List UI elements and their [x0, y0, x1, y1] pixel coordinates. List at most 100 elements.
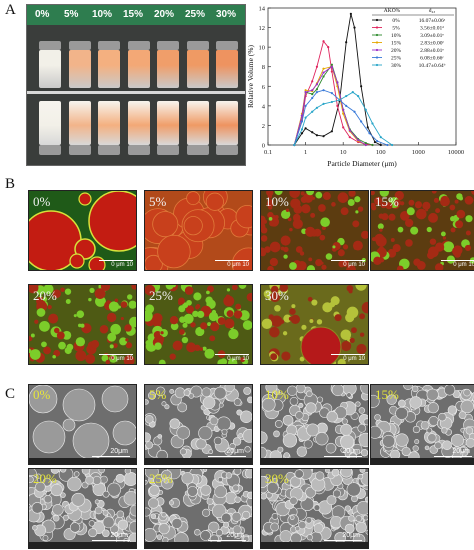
droplet: [450, 216, 456, 222]
sem-texture: [145, 469, 252, 547]
particle: [460, 446, 466, 453]
particle: [277, 446, 284, 453]
droplet: [30, 333, 35, 338]
scale-bar: [99, 354, 133, 355]
droplet: [433, 197, 439, 203]
particle: [52, 515, 60, 522]
y-tick-label: 0: [262, 143, 265, 150]
droplet: [182, 322, 188, 328]
chart-legend: AKO% d₄₃ 0% 16.07±0.06ᵃ 5% 3.56±0.01ᵈ 10% 3.09±…: [372, 8, 454, 69]
series-point: [322, 89, 325, 92]
droplet: [283, 246, 289, 253]
x-tick-label: 0.1: [264, 149, 272, 156]
droplet: [208, 311, 219, 322]
droplet: [280, 246, 285, 251]
legend-name: 20%: [391, 48, 402, 54]
droplet: [39, 320, 50, 332]
series-point: [349, 12, 352, 15]
droplet: [90, 339, 100, 349]
droplet: [390, 238, 395, 242]
droplet: [346, 306, 359, 319]
micrograph-label: 5%: [149, 387, 167, 402]
droplet: [341, 340, 352, 352]
micrograph-label: 20%: [33, 471, 57, 486]
droplet: [405, 239, 413, 247]
droplet: [406, 207, 415, 216]
particle: [395, 433, 409, 447]
micrograph-label: 15%: [375, 387, 399, 402]
droplet: [261, 249, 267, 257]
droplet: [246, 292, 252, 302]
sem-texture: [29, 385, 136, 460]
droplet: [374, 196, 383, 205]
droplet: [283, 254, 288, 259]
vial-cap: [216, 145, 238, 155]
vial-cap: [98, 41, 120, 50]
droplet: [465, 230, 471, 236]
droplet: [145, 285, 156, 296]
particle: [289, 496, 298, 505]
micrograph-label: 15%: [375, 194, 399, 209]
droplet: [235, 205, 252, 229]
particle: [351, 495, 358, 503]
vial-top: [68, 50, 91, 88]
droplet: [329, 301, 336, 308]
droplet: [283, 314, 292, 323]
droplet: [305, 226, 316, 237]
droplet: [88, 256, 106, 270]
series-point: [300, 114, 304, 117]
particle: [148, 497, 160, 509]
legend-marker: [375, 33, 379, 37]
particle: [261, 475, 269, 488]
droplet: [129, 316, 136, 328]
particle: [374, 414, 381, 421]
particle: [218, 402, 224, 408]
particle: [364, 496, 368, 503]
droplet: [389, 249, 393, 253]
y-tick-label: 6: [262, 84, 266, 91]
droplet: [289, 262, 297, 270]
particle: [129, 504, 136, 517]
legend-d43: 6.08±0.66ᶜ: [420, 56, 444, 62]
droplet: [110, 323, 121, 335]
droplet: [43, 285, 54, 295]
droplet: [274, 304, 281, 312]
particle: [200, 484, 212, 496]
particle: [412, 445, 419, 452]
series-point: [311, 110, 314, 113]
droplet: [422, 201, 431, 210]
particle: [409, 396, 422, 409]
scale-bar: [324, 540, 362, 541]
droplet: [306, 191, 315, 196]
droplet: [264, 246, 271, 253]
particle: [325, 469, 330, 473]
droplet: [120, 316, 124, 321]
particle: [102, 509, 109, 516]
droplet: [29, 348, 32, 354]
droplet: [29, 285, 39, 294]
particle: [179, 448, 187, 456]
droplet: [78, 192, 92, 206]
droplet: [99, 324, 109, 334]
y-tick-label: 4: [262, 103, 266, 110]
droplet: [210, 322, 220, 332]
particle: [201, 387, 212, 398]
series-point: [311, 93, 314, 96]
droplet: [348, 191, 356, 197]
particle: [171, 518, 183, 529]
droplet: [379, 257, 385, 263]
particle: [32, 525, 38, 531]
vial-cap: [216, 41, 238, 50]
series-point: [345, 41, 348, 44]
droplet: [159, 328, 168, 338]
droplet: [117, 305, 121, 309]
particle: [305, 517, 313, 524]
droplet: [331, 202, 336, 207]
particle: [313, 504, 321, 511]
droplet: [371, 191, 375, 196]
sem-micrograph: 5% 20μm: [144, 384, 253, 465]
droplet: [192, 310, 199, 318]
particle: [158, 523, 170, 535]
scale-bar-label: 20μm: [342, 532, 360, 539]
particle: [232, 437, 242, 446]
